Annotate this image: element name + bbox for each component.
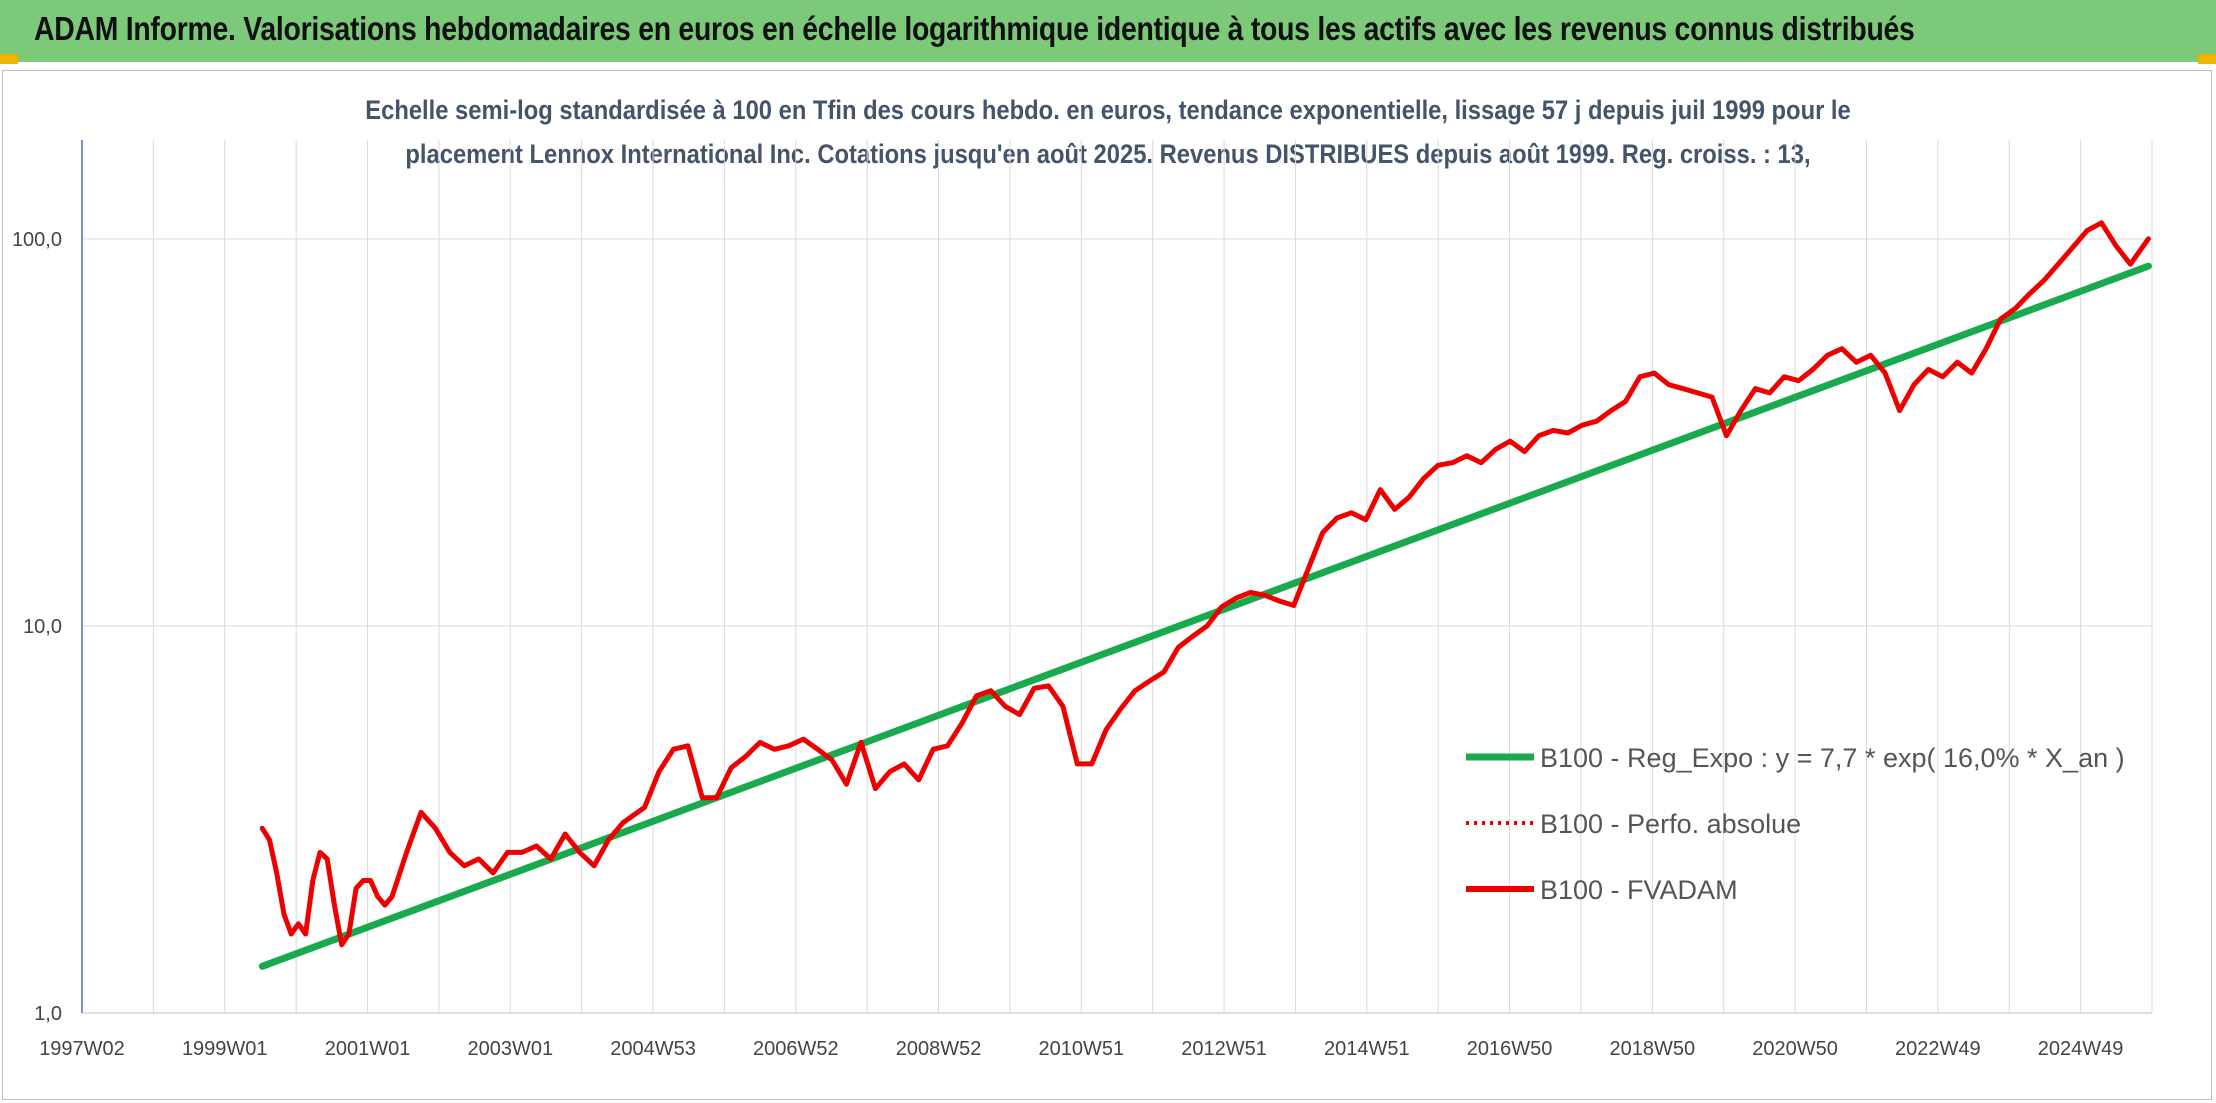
axis-layer: 1,0 10,0 100,0 1997W02 1999W01 2001W01 2003W01… bbox=[12, 140, 2152, 1060]
x-tick-label: 2006W52 bbox=[753, 1038, 839, 1060]
series-fvadam-line bbox=[259, 220, 2151, 948]
x-tick-label: 2004W53 bbox=[610, 1038, 696, 1060]
corner-marker-right bbox=[2198, 54, 2216, 64]
x-tick-label: 2016W50 bbox=[1467, 1038, 1553, 1060]
x-tick-label: 2012W51 bbox=[1181, 1038, 1267, 1060]
x-tick-label: 2001W01 bbox=[325, 1038, 411, 1060]
x-tick-label: 2010W51 bbox=[1038, 1038, 1124, 1060]
series-reg-expo-line bbox=[258, 262, 2152, 970]
legend-entry-reg-expo: B100 - Reg_Expo : y = 7,7 * exp( 16,0% *… bbox=[1466, 743, 2125, 773]
x-tick-label: 1997W02 bbox=[39, 1038, 125, 1060]
x-tick-label: 2018W50 bbox=[1610, 1038, 1696, 1060]
legend-label: B100 - Reg_Expo : y = 7,7 * exp( 16,0% *… bbox=[1540, 743, 2125, 773]
x-tick-label: 2020W50 bbox=[1752, 1038, 1838, 1060]
chart-title-line-2: placement Lennox International Inc. Cota… bbox=[405, 139, 1811, 169]
legend-entry-perfo: B100 - Perfo. absolue bbox=[1466, 809, 1801, 839]
y-tick-label: 100,0 bbox=[12, 229, 62, 251]
x-tick-label: 2003W01 bbox=[467, 1038, 553, 1060]
legend: B100 - Reg_Expo : y = 7,7 * exp( 16,0% *… bbox=[1466, 743, 2125, 905]
x-tick-label: 2008W52 bbox=[896, 1038, 982, 1060]
y-tick-label: 1,0 bbox=[34, 1003, 62, 1025]
x-tick-label: 2024W49 bbox=[2038, 1038, 2124, 1060]
legend-label: B100 - FVADAM bbox=[1540, 875, 1738, 905]
chart-title: Echelle semi-log standardisée à 100 en T… bbox=[0, 88, 2216, 176]
page-title: ADAM Informe. Valorisations hebdomadaire… bbox=[34, 10, 1915, 47]
chart-frame bbox=[2, 70, 2212, 1100]
series-layer bbox=[258, 220, 2152, 970]
header-banner: ADAM Informe. Valorisations hebdomadaire… bbox=[0, 0, 2216, 62]
corner-marker-left bbox=[0, 54, 18, 64]
x-tick-label: 1999W01 bbox=[182, 1038, 268, 1060]
y-tick-label: 10,0 bbox=[23, 616, 62, 638]
legend-entry-fvadam: B100 - FVADAM bbox=[1466, 875, 1738, 905]
chart-title-line-1: Echelle semi-log standardisée à 100 en T… bbox=[365, 95, 1851, 125]
x-tick-label: 2014W51 bbox=[1324, 1038, 1410, 1060]
legend-label: B100 - Perfo. absolue bbox=[1540, 809, 1801, 839]
x-tick-label: 2022W49 bbox=[1895, 1038, 1981, 1060]
grid-layer bbox=[82, 140, 2153, 1014]
